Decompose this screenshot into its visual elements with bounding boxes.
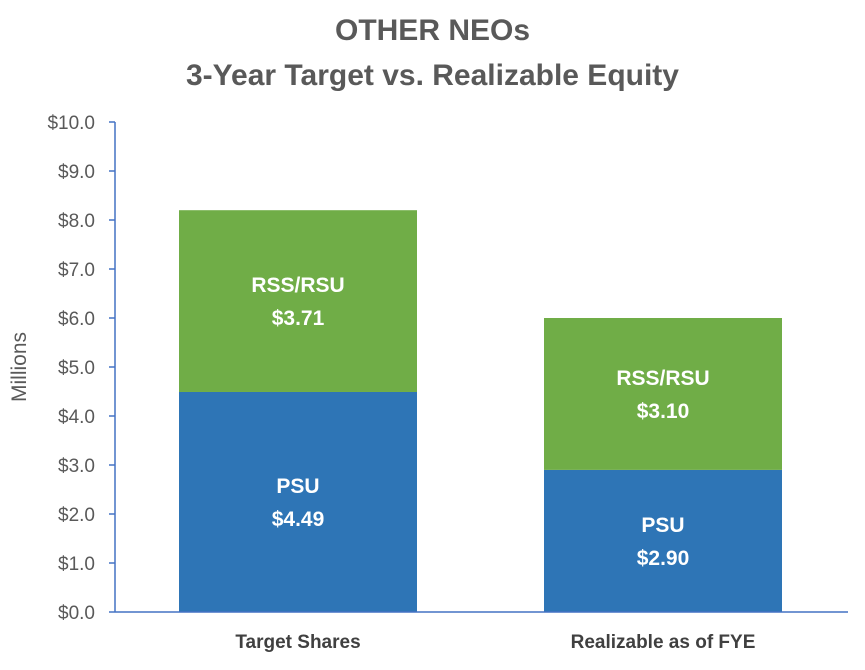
y-tick-label: $7.0	[58, 260, 95, 281]
bar-rss-rsu-2	[544, 318, 782, 470]
data-label: $3.10	[637, 400, 690, 423]
y-tick-label: $0.0	[58, 603, 95, 624]
y-tick-label: $8.0	[58, 211, 95, 232]
data-label: $3.71	[272, 307, 325, 330]
segment-name-label: PSU	[276, 475, 319, 498]
segment-name-label: RSS/RSU	[616, 367, 709, 390]
bar-psu-2	[544, 469, 782, 612]
chart-title-line-1: OTHER NEOs	[334, 14, 531, 47]
y-tick-label: $4.0	[58, 407, 95, 428]
segment-name-label: RSS/RSU	[251, 274, 344, 297]
y-tick-label: $3.0	[58, 456, 95, 477]
segment-name-label: PSU	[641, 514, 684, 537]
y-tick-label: $6.0	[58, 309, 95, 330]
chart-title-line-2: 3-Year Target vs. Realizable Equity	[186, 59, 679, 92]
bar-rss-rsu-1	[179, 210, 417, 392]
y-axis-title: Millions	[8, 332, 31, 402]
x-tick-label: Target Shares	[235, 632, 360, 653]
y-tick-label: $1.0	[58, 554, 95, 575]
data-label: $4.49	[272, 508, 325, 531]
data-label: $2.90	[637, 547, 690, 570]
bar-psu-1	[179, 391, 417, 612]
y-tick-label: $5.0	[58, 358, 95, 379]
y-tick-label: $9.0	[58, 162, 95, 183]
y-tick-label: $10.0	[47, 113, 95, 134]
y-tick-label: $2.0	[58, 505, 95, 526]
x-tick-label: Realizable as of FYE	[571, 632, 756, 653]
